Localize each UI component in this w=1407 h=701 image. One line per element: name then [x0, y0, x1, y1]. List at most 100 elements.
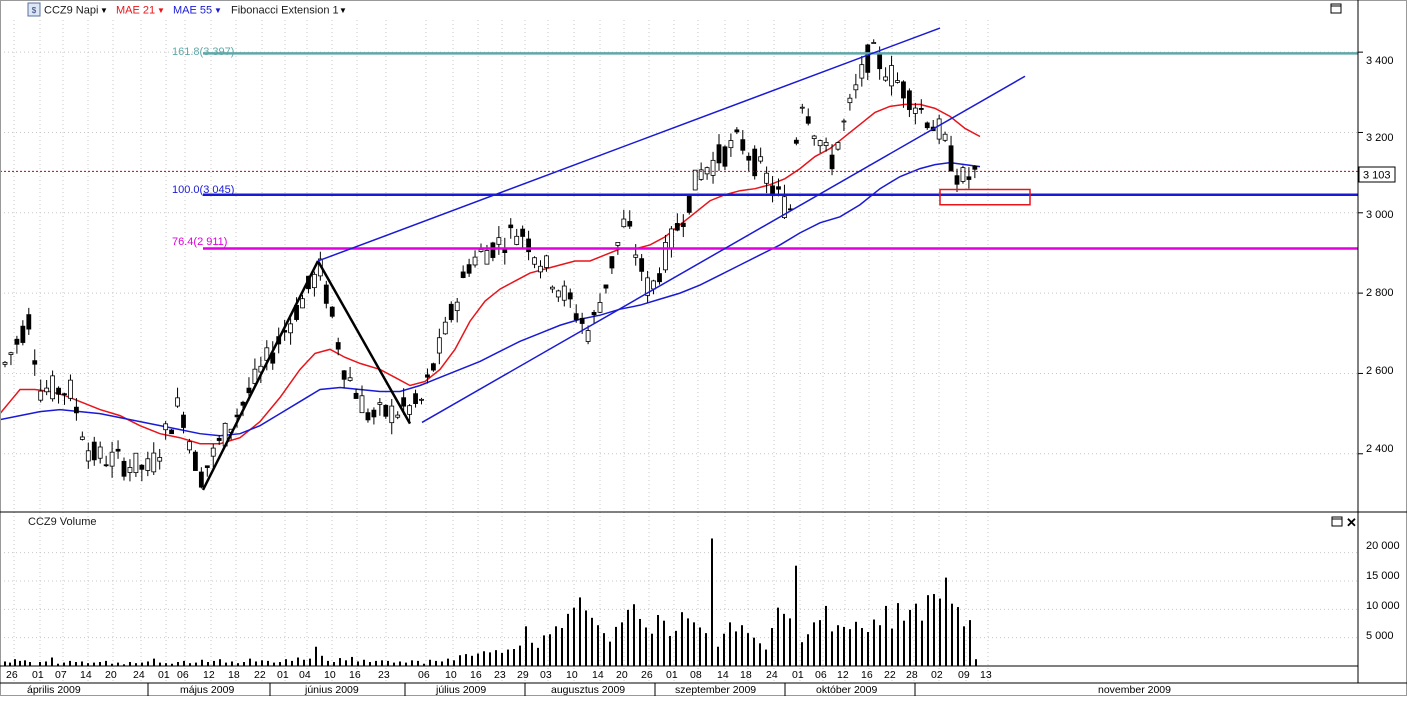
volume-tick-label: 15 000	[1366, 570, 1400, 582]
candle-body	[175, 397, 180, 407]
candle-body	[484, 250, 490, 265]
candle-body	[871, 42, 877, 44]
day-tick-label: 01	[158, 669, 170, 681]
candle-body	[79, 436, 85, 440]
candle-body	[722, 146, 728, 167]
candle-body	[127, 467, 133, 473]
candle-body	[252, 368, 258, 384]
maximize-icon[interactable]	[1330, 3, 1342, 14]
candle-body	[181, 414, 186, 428]
candle-body	[163, 423, 169, 431]
candle-body	[62, 393, 67, 396]
last-price-badge	[1358, 166, 1396, 183]
candle-body	[151, 452, 157, 473]
day-tick-label: 03	[540, 669, 552, 681]
candle-body	[430, 363, 436, 371]
candle-body	[526, 238, 531, 253]
candle-body	[288, 323, 294, 334]
candle-body	[490, 242, 496, 258]
volume-tick-label: 20 000	[1366, 540, 1400, 552]
candle-body	[311, 273, 317, 289]
day-tick-label: 23	[378, 669, 390, 681]
symbol-label[interactable]: CCZ9 Napi	[44, 5, 98, 17]
day-tick-label: 20	[616, 669, 628, 681]
candle-body	[419, 398, 424, 401]
candle-body	[121, 460, 127, 477]
mae21-dropdown-icon[interactable]: ▼	[157, 6, 165, 15]
candle-body	[615, 242, 621, 246]
day-tick-label: 24	[766, 669, 778, 681]
candle-body	[371, 409, 377, 418]
day-tick-label: 14	[80, 669, 92, 681]
candle-body	[353, 393, 359, 399]
day-tick-label: 01	[32, 669, 44, 681]
candle-body	[764, 172, 769, 184]
candle-body	[335, 342, 341, 350]
candle-body	[532, 257, 537, 265]
candle-body	[145, 458, 151, 471]
candle-body	[401, 397, 407, 407]
candle-body	[841, 120, 847, 123]
candle-body	[508, 224, 514, 229]
day-tick-label: 06	[815, 669, 827, 681]
candle-body	[169, 429, 175, 435]
symbol-dropdown-icon[interactable]: ▼	[100, 6, 108, 15]
fibonacci-labels: 161.8(3 397) 100.0(3 045) 76.4(2 911)	[172, 46, 234, 248]
candle-body	[520, 228, 526, 237]
candle-body	[674, 223, 680, 231]
chart-symbol-glyph: $	[32, 6, 37, 15]
day-tick-label: 08	[690, 669, 702, 681]
day-tick-label: 23	[494, 669, 506, 681]
candle-body	[591, 311, 597, 316]
candle-body	[407, 405, 413, 415]
candle-body	[901, 81, 906, 99]
volume-panel-title: CCZ9 Volume	[28, 516, 96, 528]
mae21-label[interactable]: MAE 21	[116, 5, 155, 17]
mae21-line	[0, 103, 981, 445]
day-tick-label: 10	[324, 669, 336, 681]
close-icon[interactable]: ✕	[1346, 515, 1357, 530]
candle-body	[74, 406, 79, 414]
candle-body	[187, 441, 192, 451]
candle-body	[948, 145, 954, 172]
price-tick-label: 2 600	[1366, 365, 1394, 377]
candle-body	[466, 264, 472, 274]
chart-symbol-icon[interactable]	[27, 2, 41, 17]
candle-body	[139, 464, 145, 470]
candle-body	[44, 387, 50, 393]
mae55-label[interactable]: MAE 55	[173, 5, 212, 17]
candle-body	[103, 464, 109, 467]
candle-body	[85, 450, 91, 462]
mae55-line	[0, 161, 981, 437]
day-tick-label: 26	[6, 669, 18, 681]
candle-body	[115, 448, 121, 452]
fibonacci-dropdown-icon[interactable]: ▼	[339, 6, 347, 15]
candle-body	[56, 387, 61, 395]
last-price-label: 3 103	[1363, 170, 1391, 182]
candle-body	[550, 286, 555, 290]
candle-body	[609, 256, 615, 269]
candle-body	[877, 54, 883, 70]
candle-body	[395, 414, 401, 418]
candle-body	[746, 155, 752, 161]
candle-body	[436, 337, 442, 354]
volume-maximize-icon[interactable]	[1331, 516, 1343, 527]
candle-body	[442, 321, 448, 335]
candle-body	[924, 122, 930, 129]
candle-body	[817, 140, 823, 147]
drawing-overlays	[0, 27, 1358, 491]
day-tick-label: 09	[958, 669, 970, 681]
candle-body	[329, 306, 335, 317]
candle-body	[811, 135, 817, 139]
candle-body	[752, 148, 758, 177]
day-tick-label: 14	[717, 669, 729, 681]
fibonacci-label[interactable]: Fibonacci Extension 1	[231, 5, 339, 17]
candle-body	[793, 139, 799, 144]
mae55-dropdown-icon[interactable]: ▼	[214, 6, 222, 15]
fib-level-label: 161.8(3 397)	[172, 46, 234, 58]
candle-body	[198, 471, 204, 488]
candle-body	[698, 169, 704, 180]
candle-body	[472, 256, 478, 266]
day-tick-label: 18	[740, 669, 752, 681]
candle-body	[805, 116, 811, 124]
